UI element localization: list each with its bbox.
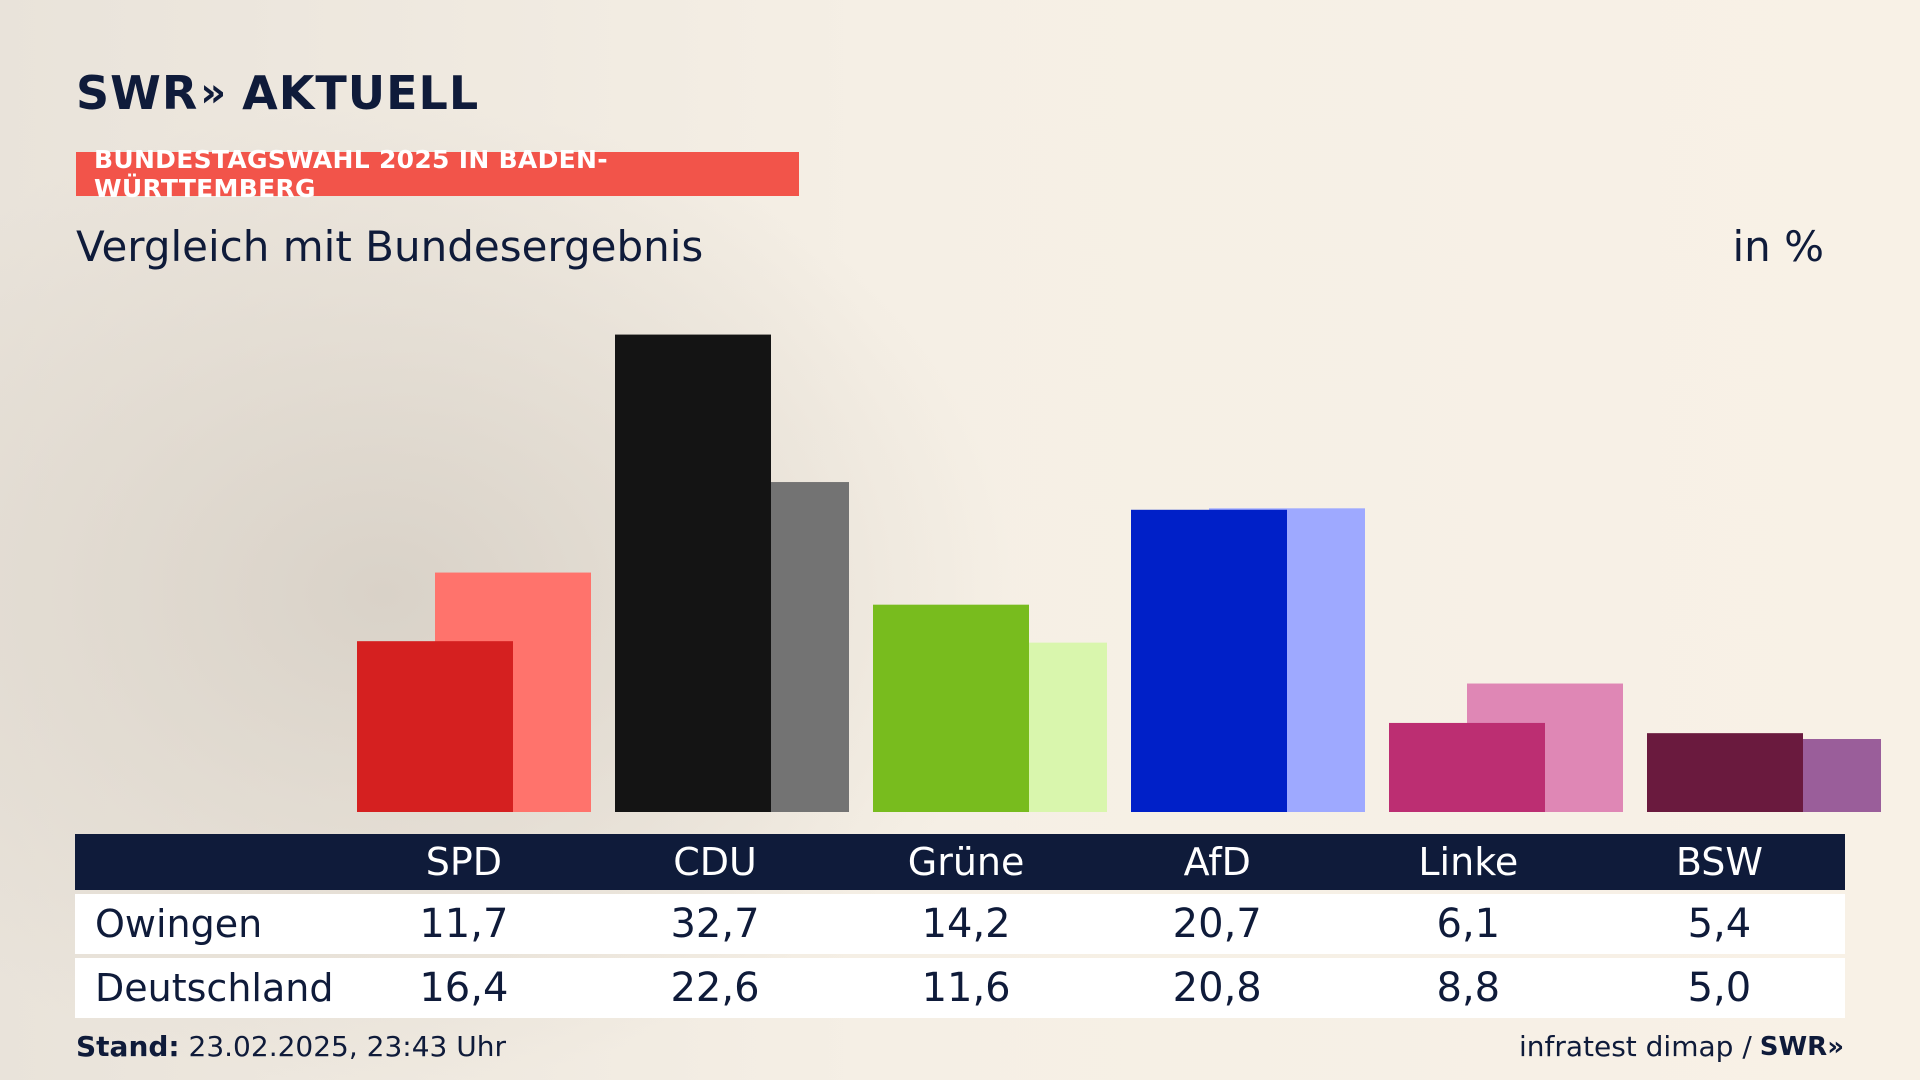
bar-owingen-cdu [615, 334, 771, 812]
column-header-cdu: CDU [673, 840, 757, 884]
results-table: SPD CDU Grüne AfD Linke BSW Owingen 11,7… [75, 834, 1845, 1018]
row-label-owingen: Owingen [95, 902, 263, 946]
source-credit: infratest dimap / SWR» [1519, 1030, 1844, 1063]
value-deutschland-spd: 16,4 [419, 965, 509, 1011]
source-text: infratest dimap / [1518, 1030, 1752, 1063]
value-owingen-spd: 11,7 [419, 901, 509, 947]
value-owingen-bsw: 5,4 [1687, 901, 1752, 947]
chart-subtitle: Vergleich mit Bundesergebnis [76, 222, 704, 271]
value-owingen-afd: 20,7 [1172, 901, 1262, 947]
bar-owingen-spd [357, 641, 513, 812]
table-row-owingen: Owingen 11,7 32,7 14,2 20,7 6,1 5,4 [75, 894, 1845, 954]
logo-aktuell-text: AKTUELL [242, 66, 480, 120]
column-header-afd: AfD [1183, 840, 1251, 884]
swr-aktuell-logo: SWR » AKTUELL [76, 66, 479, 120]
value-deutschland-bsw: 5,0 [1687, 965, 1752, 1011]
stand-label: Stand: [76, 1030, 180, 1063]
column-header-spd: SPD [425, 840, 503, 884]
election-tag: BUNDESTAGSWAHL 2025 IN BADEN-WÜRTTEMBERG [76, 145, 799, 203]
value-owingen-gruene: 14,2 [921, 901, 1011, 947]
table-header: SPD CDU Grüne AfD Linke BSW [75, 834, 1845, 890]
unit-label: in % [1732, 222, 1824, 271]
value-owingen-cdu: 32,7 [670, 901, 760, 947]
value-deutschland-afd: 20,8 [1172, 965, 1262, 1011]
bar-owingen-bsw [1647, 733, 1803, 812]
value-deutschland-linke: 8,8 [1436, 965, 1501, 1011]
column-header-bsw: BSW [1675, 840, 1763, 884]
logo-swr-text: SWR [76, 66, 199, 120]
stand-value: 23.02.2025, 23:43 Uhr [188, 1030, 506, 1063]
timestamp: Stand: 23.02.2025, 23:43 Uhr [76, 1030, 506, 1063]
column-header-linke: Linke [1418, 840, 1519, 884]
value-deutschland-cdu: 22,6 [670, 965, 760, 1011]
row-label-deutschland: Deutschland [95, 966, 334, 1010]
table-row-deutschland: Deutschland 16,4 22,6 11,6 20,8 8,8 5,0 [75, 958, 1845, 1018]
value-deutschland-gruene: 11,6 [921, 965, 1011, 1011]
value-owingen-linke: 6,1 [1436, 901, 1501, 947]
bar-owingen-afd [1131, 509, 1287, 812]
bar-owingen-linke [1389, 722, 1545, 812]
swr-mini-logo: SWR» [1759, 1031, 1844, 1062]
column-header-gruene: Grüne [907, 840, 1025, 884]
bar-owingen-gruene [873, 604, 1029, 812]
bar-chart [357, 334, 1881, 812]
